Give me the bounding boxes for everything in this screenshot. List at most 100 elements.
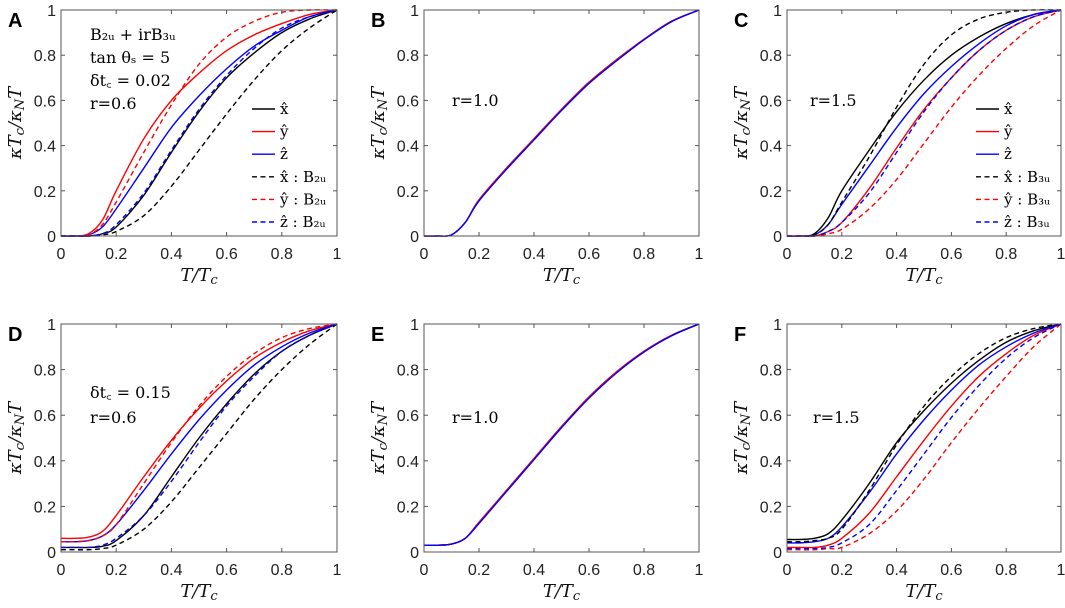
- x-tick-label: 0: [420, 562, 429, 579]
- y-tick-label: 0.2: [34, 184, 56, 201]
- y-axis-label: κTc/κNT: [731, 400, 754, 475]
- axes-box: [60, 323, 338, 553]
- y-tick-label: 1: [773, 317, 782, 334]
- series-y-solid: [787, 323, 1061, 549]
- label-subscript: N: [739, 98, 754, 111]
- x-tick-label: 0.2: [831, 246, 853, 263]
- panel-label: B: [371, 10, 385, 32]
- panel-annotation: δt꜀ = 0.02: [90, 71, 171, 90]
- label-part: /T: [553, 265, 575, 286]
- x-tick-label: 0.2: [468, 246, 490, 263]
- y-tick-label: 0: [410, 229, 419, 246]
- y-tick-label: 0.4: [34, 139, 56, 156]
- y-tick-label: 0.6: [760, 408, 782, 425]
- x-tick-label: 0.4: [885, 562, 907, 579]
- x-axis-label: T/Tc: [180, 581, 218, 604]
- y-tick-label: 1: [773, 3, 782, 20]
- panel-annotation: δt꜀ = 0.15: [90, 383, 171, 402]
- label-subscript: c: [573, 589, 581, 604]
- label-part: κT: [5, 448, 26, 475]
- x-axis-label: T/Tc: [543, 581, 581, 604]
- legend-entry: x̂: [1004, 100, 1013, 118]
- label-part: /κ: [368, 110, 389, 130]
- series-y-solid: [61, 323, 337, 540]
- x-tick-label: 1: [695, 562, 704, 579]
- y-axis-label: κTc/κNT: [5, 85, 28, 160]
- x-tick-label: 0.4: [160, 562, 182, 579]
- series-z-solid: [424, 9, 699, 237]
- label-part: T: [5, 85, 26, 99]
- panel-label: A: [8, 10, 22, 32]
- x-tick-label: 0.2: [468, 562, 490, 579]
- x-tick-label: 0.6: [215, 562, 237, 579]
- panel-label: F: [734, 324, 746, 346]
- y-tick-label: 0.8: [760, 48, 782, 65]
- y-tick-label: 0.4: [34, 454, 56, 471]
- y-tick-label: 1: [410, 317, 419, 334]
- panel-d: D0 0.2 0.4 0.6 0.8 100.20.40.60.81T/TcκTc/κNT…: [5, 317, 342, 604]
- x-tick-label: 1: [333, 562, 342, 579]
- x-tick-label: 0: [57, 246, 66, 263]
- x-tick-label: 0.8: [633, 562, 655, 579]
- label-part: /κ: [731, 110, 752, 130]
- label-part: T: [731, 85, 752, 99]
- label-part: T: [5, 400, 26, 414]
- y-tick-label: 0.2: [760, 499, 782, 516]
- series-x-solid: [424, 9, 699, 237]
- y-tick-label: 0.4: [397, 454, 419, 471]
- label-part: κT: [731, 448, 752, 475]
- legend-entry: ẑ: [280, 145, 288, 163]
- panel-annotation: r=1.0: [452, 408, 499, 427]
- x-tick-label: 0.6: [940, 246, 962, 263]
- curves: [424, 9, 699, 237]
- panel-label: C: [734, 10, 748, 32]
- legend-entry: x̂ : B₂ᵤ: [280, 168, 326, 186]
- legend-entry: x̂ : B₃ᵤ: [1004, 168, 1050, 186]
- y-tick-label: 0.8: [34, 48, 56, 65]
- label-part: T: [543, 265, 557, 286]
- label-part: /κ: [731, 425, 752, 445]
- label-part: κT: [368, 448, 389, 475]
- y-tick-label: 0.6: [760, 93, 782, 110]
- y-tick-label: 0.8: [760, 363, 782, 380]
- series-y-dashed: [787, 323, 1061, 551]
- series-x-solid: [787, 9, 1061, 237]
- label-part: T: [180, 581, 194, 602]
- legend-entry: ŷ: [1003, 123, 1013, 141]
- panel-a: A0 0.2 0.4 0.6 0.8 100.20.40.60.81T/TcκTc/κNT…: [5, 3, 342, 288]
- x-axis-label: T/Tc: [180, 265, 218, 288]
- y-axis-label: κTc/κNT: [5, 400, 28, 475]
- x-axis-label: T/Tc: [543, 265, 581, 288]
- panel-c: C0 0.2 0.4 0.6 0.8 100.20.40.60.81T/TcκTc/κNT…: [731, 3, 1065, 288]
- label-part: /T: [190, 265, 212, 286]
- x-tick-label: 0: [57, 562, 66, 579]
- label-part: T: [731, 400, 752, 414]
- x-tick-label: 0.2: [105, 562, 127, 579]
- legend-entry: ẑ : B₂ᵤ: [280, 213, 326, 231]
- x-tick-label: 0.8: [633, 246, 655, 263]
- label-subscript: N: [376, 98, 391, 111]
- x-tick-label: 0: [783, 562, 792, 579]
- x-axis-label: T/Tc: [905, 581, 943, 604]
- y-tick-label: 0.2: [760, 184, 782, 201]
- label-subscript: N: [376, 413, 391, 426]
- panel-annotation: r=0.6: [90, 408, 137, 427]
- x-tick-label: 1: [1057, 246, 1065, 263]
- x-tick-label: 0.8: [271, 562, 293, 579]
- y-tick-label: 0.4: [760, 139, 782, 156]
- label-part: T: [368, 400, 389, 414]
- curves: [61, 323, 337, 551]
- series-z-dashed: [61, 323, 337, 549]
- y-tick-label: 0: [47, 229, 56, 246]
- y-tick-label: 0.8: [34, 363, 56, 380]
- y-tick-label: 0.2: [34, 499, 56, 516]
- legend-entry: ŷ: [279, 123, 289, 141]
- axes-box: [423, 9, 700, 237]
- y-tick-label: 1: [47, 3, 56, 20]
- axes-box: [786, 9, 1062, 237]
- x-tick-label: 0: [783, 246, 792, 263]
- y-tick-label: 0.6: [34, 408, 56, 425]
- label-subscript: c: [573, 273, 581, 288]
- label-part: /T: [915, 581, 937, 602]
